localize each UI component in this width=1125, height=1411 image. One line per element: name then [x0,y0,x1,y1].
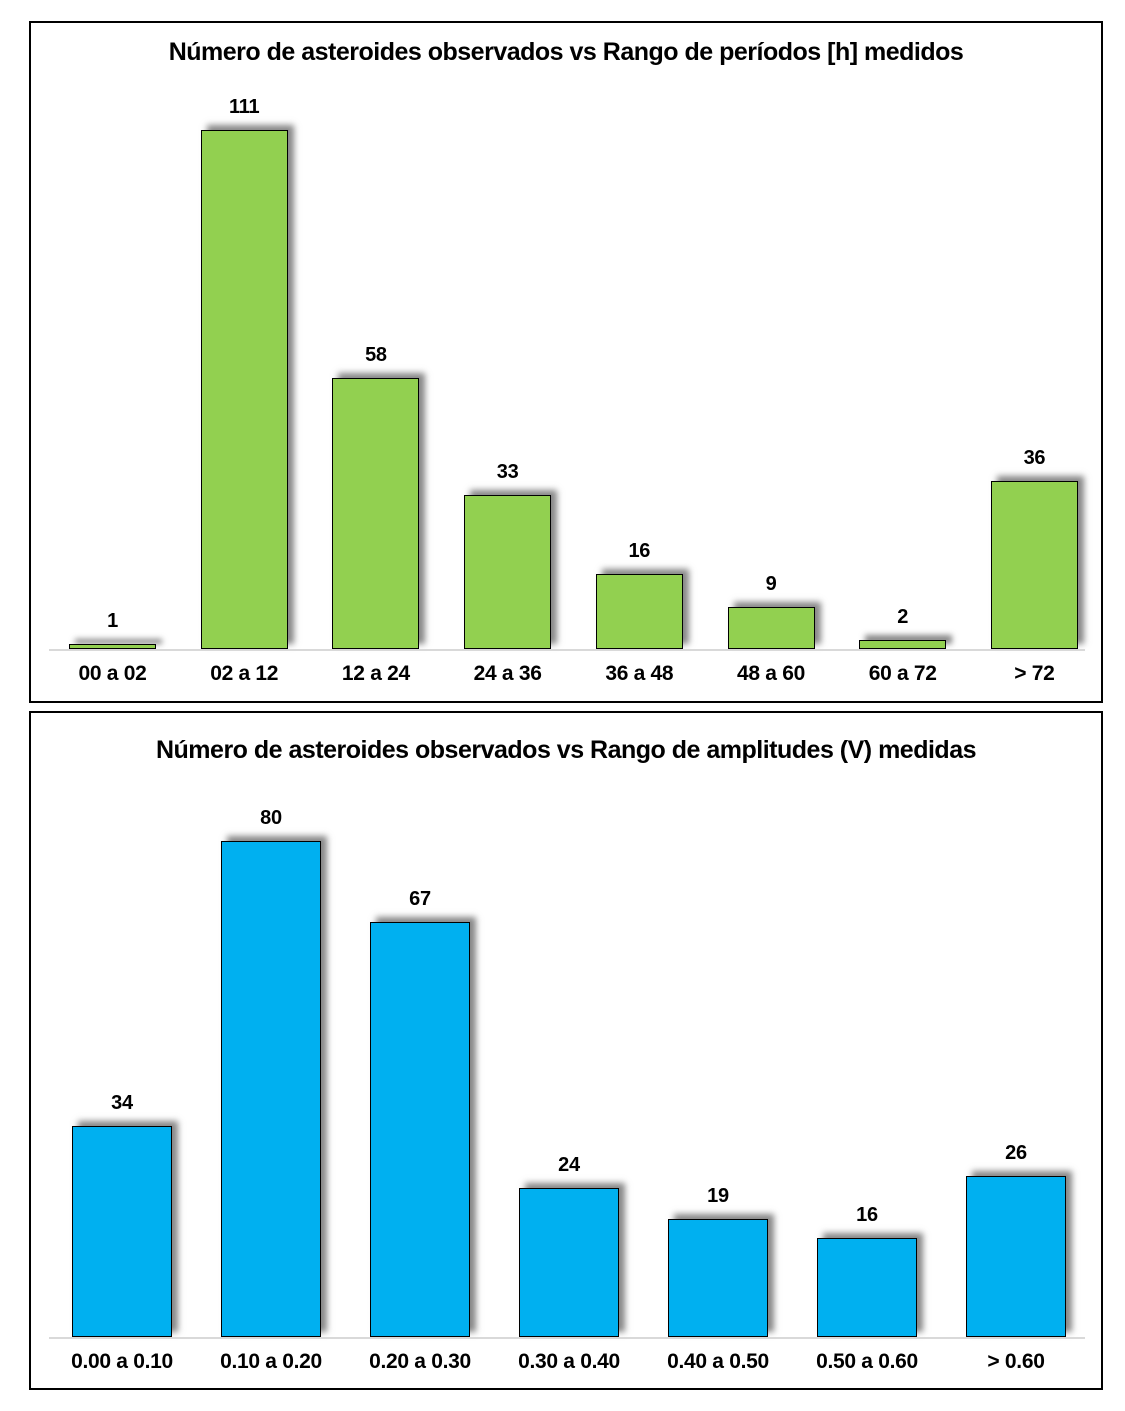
bar-group: 24 [519,1154,619,1337]
bar-group: 16 [817,1204,917,1337]
plot-area: 34 0.00 a 0.10 80 0.10 a 0.20 67 0.20 a 0.30 2… [31,803,1101,1373]
bar-value-label: 58 [365,344,387,366]
bar-group: 33 [464,461,552,649]
bar [370,922,470,1337]
bar-value-label: 26 [1005,1142,1027,1164]
bar-group: 80 [221,807,321,1337]
category-label: 60 a 72 [868,662,937,685]
category-label: > 72 [1014,662,1055,685]
bar-group: 19 [668,1185,768,1337]
bar [727,607,815,649]
bar [817,1238,917,1337]
bar [668,1219,768,1337]
category-label: 0.40 a 0.50 [667,1350,769,1373]
bar-group: 2 [859,606,947,649]
bar [69,644,156,649]
bar-group: 67 [370,888,470,1337]
chart-title: Número de asteroides observados vs Rango… [155,736,977,764]
bar-group: 34 [72,1092,172,1337]
bar [464,495,552,649]
bar-value-label: 80 [260,807,282,829]
bar-value-label: 16 [628,540,651,562]
bar [595,574,683,649]
category-label: 0.50 a 0.60 [816,1350,918,1373]
bar [966,1176,1066,1337]
bar-value-label: 19 [707,1185,729,1207]
bar-value-label: 111 [229,96,260,118]
category-label: 00 a 02 [78,662,147,685]
bar-value-label: 2 [897,606,909,628]
periods-histogram-panel: Número de asteroides observados vs Rango… [29,21,1103,703]
x-axis-line [49,1337,1085,1339]
bar [221,841,321,1337]
plot-area: 1 00 a 02 111 02 a 12 58 12 a 24 33 24 a 36 16 36… [31,96,1101,685]
amplitudes-histogram-panel: Número de asteroides observados vs Rango… [29,711,1103,1390]
bar [859,640,947,649]
category-label: 48 a 60 [737,662,805,685]
bar-value-label: 16 [856,1204,878,1226]
bar-value-label: 24 [558,1154,580,1176]
category-label: 0.10 a 0.20 [220,1350,322,1373]
bar-value-label: 34 [111,1092,133,1114]
bar [200,130,288,649]
bar-group: 1 [69,610,156,649]
bar-group: 58 [332,344,420,649]
bar-group: 9 [727,573,815,649]
bar-value-label: 36 [1023,447,1046,469]
bar-value-label: 67 [409,888,431,910]
bar [519,1188,619,1337]
category-label: 36 a 48 [605,662,674,685]
bar-group: 36 [990,447,1078,649]
bar-group: 16 [595,540,683,649]
category-label: > 0.60 [987,1350,1045,1373]
bar [72,1126,172,1337]
category-label: 0.00 a 0.10 [71,1350,173,1373]
bar-group: 26 [966,1142,1066,1337]
category-label: 0.20 a 0.30 [369,1350,471,1373]
category-label: 02 a 12 [210,662,279,685]
category-label: 0.30 a 0.40 [518,1350,620,1373]
bar-group: 111 [200,96,288,649]
bar-value-label: 9 [765,573,777,595]
bar [990,481,1078,649]
category-label: 12 a 24 [341,662,410,685]
x-axis-line [49,649,1085,651]
category-label: 24 a 36 [473,662,542,685]
chart-title: Número de asteroides observados vs Rango… [168,38,964,66]
bar-value-label: 33 [496,461,519,483]
bar [332,378,420,649]
bar-value-label: 1 [107,610,118,632]
